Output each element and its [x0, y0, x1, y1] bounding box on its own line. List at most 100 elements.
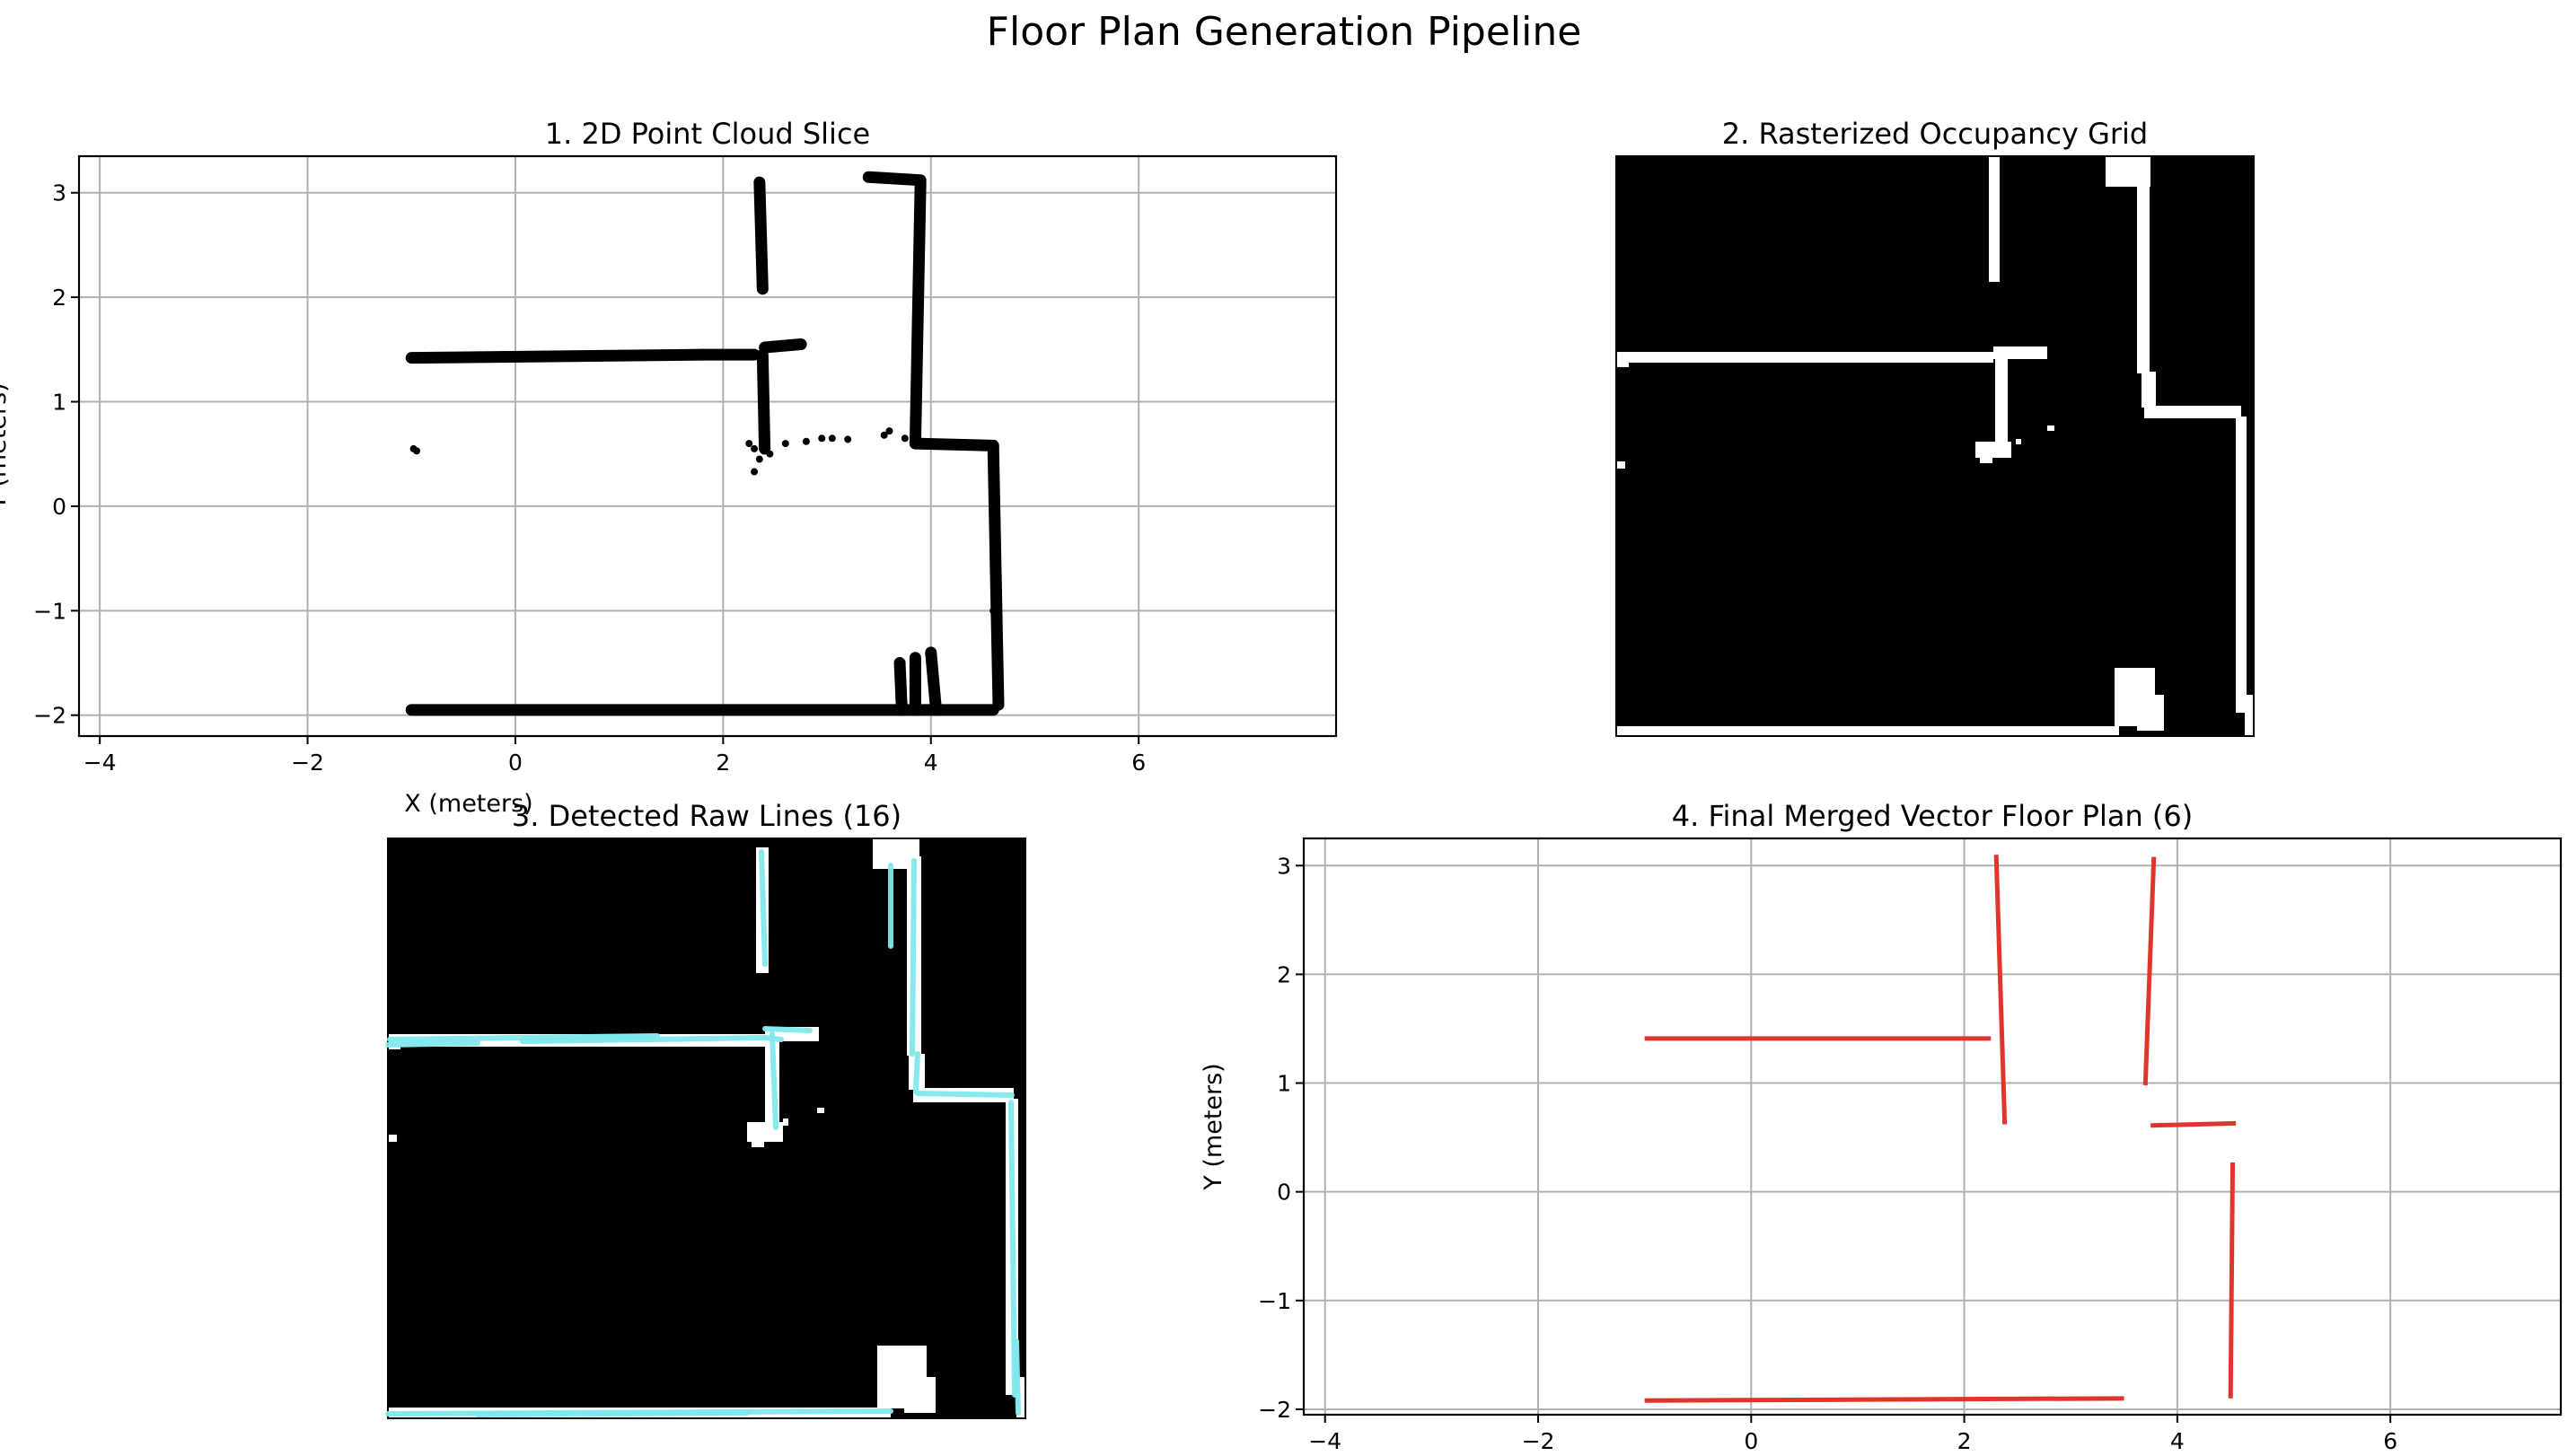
p3-frame [387, 838, 1026, 1419]
p4-xtick-label: 2 [1957, 1428, 1972, 1454]
p1-xtick-label: 6 [1131, 750, 1146, 776]
p3-raw-line [520, 1035, 768, 1044]
p3-raw-line [915, 1091, 1015, 1098]
p2-occupied-cells [2137, 695, 2164, 731]
p2-occupied-cells [2236, 417, 2247, 713]
p1-point [818, 434, 826, 443]
p1-plot-frame [77, 154, 1338, 738]
p1-grid [79, 156, 1336, 736]
p1-wall-points [405, 348, 708, 364]
p1-ytick-label: 0 [52, 494, 66, 520]
p4-wall-segment [2142, 856, 2157, 1086]
p1-wall-points [862, 171, 927, 187]
p4-plot-frame [1302, 837, 2563, 1417]
p1-point [802, 437, 810, 445]
p1-point [781, 440, 789, 448]
p4-wall-segment [1644, 1396, 2124, 1403]
p2-occupied-cells [1616, 461, 1625, 469]
panel-raw-lines: 3. Detected Raw Lines (16) [385, 799, 1026, 1419]
p3-occupied-cells [752, 1138, 764, 1147]
panel-point-cloud: 1. 2D Point Cloud Slice −4 −2 0 2 4 6 −2 −1 0 1 2 3… [0, 117, 1338, 818]
p1-title: 1. 2D Point Cloud Slice [545, 117, 870, 151]
p4-ticks: −4 −2 0 2 4 6 −2 −1 0 1 2 3 [1258, 853, 2397, 1454]
p3-raw-line [385, 1040, 480, 1048]
p4-title: 4. Final Merged Vector Floor Plan (6) [1672, 799, 2194, 833]
p1-point [413, 447, 421, 455]
p1-wall-points [756, 348, 771, 455]
panel-vector-floor-plan: 4. Final Merged Vector Floor Plan (6) −4… [1200, 799, 2563, 1454]
p1-ylabel: Y (meters) [0, 382, 12, 510]
p1-point [994, 627, 1002, 636]
p3-occupied-cells [388, 1135, 397, 1142]
p2-occupied-cells [1975, 442, 2011, 458]
p2-occupied-cells [1980, 454, 1992, 463]
p4-ytick-label: −1 [1258, 1288, 1291, 1314]
p1-ytick-label: −2 [33, 703, 66, 729]
p4-grid [1304, 838, 2561, 1415]
p2-occupied-cells [2245, 695, 2254, 736]
p2-occupied-cells [1989, 156, 2000, 282]
p4-ytick-label: 2 [1277, 961, 1291, 987]
p1-xlabel: X (meters) [404, 790, 532, 818]
p1-ytick-label: 1 [52, 390, 66, 416]
figure-title: Floor Plan Generation Pipeline [986, 9, 1582, 55]
p1-wall-points [893, 657, 908, 716]
p3-raw-line [1014, 1338, 1021, 1416]
p1-wall-points [759, 338, 807, 354]
p2-occupied-cells [2047, 425, 2054, 431]
p2-background [1616, 156, 2254, 736]
p1-xtick-label: 4 [924, 750, 938, 776]
p4-xtick-label: −2 [1522, 1428, 1555, 1454]
p1-wall-points [909, 176, 927, 450]
p3-raw-line [759, 849, 768, 967]
p3-occupied-cells [817, 1108, 824, 1113]
p2-grid-image [1615, 155, 2255, 737]
p2-occupied-cells [1616, 726, 2119, 735]
p2-occupied-cells [2016, 439, 2021, 444]
p3-occupied-cells [1016, 1377, 1025, 1418]
p1-ticks: −4 −2 0 2 4 6 −2 −1 0 1 2 3 [33, 180, 1146, 776]
p4-wall-segment [2228, 1162, 2236, 1399]
panel-occupancy-grid: 2. Rasterized Occupancy Grid [1615, 117, 2255, 737]
p4-xtick-label: 6 [2383, 1428, 2397, 1454]
p1-point [885, 427, 893, 435]
p3-title: 3. Detected Raw Lines (16) [512, 799, 901, 833]
p1-wall-points [753, 176, 769, 295]
p1-wall-points [925, 646, 943, 716]
p1-xtick-label: −4 [84, 750, 117, 776]
p2-title: 2. Rasterized Occupancy Grid [1722, 117, 2148, 151]
p1-ytick-label: 2 [52, 285, 66, 311]
p4-wall-segment [1993, 855, 2008, 1125]
p1-ytick-label: 3 [52, 180, 66, 206]
p1-point [844, 435, 852, 443]
p4-xtick-label: 0 [1744, 1428, 1758, 1454]
p1-wall-points [987, 439, 1005, 711]
p1-xtick-label: −2 [291, 750, 324, 776]
p2-occupied-cells [1616, 358, 1629, 367]
p1-xtick-label: 2 [716, 750, 730, 776]
p4-wall-segment [2150, 1120, 2237, 1128]
p1-point [828, 434, 836, 443]
p4-ytick-label: −2 [1258, 1397, 1291, 1423]
p1-points [405, 171, 1005, 716]
p4-ytick-label: 0 [1277, 1180, 1291, 1206]
p4-xtick-label: −4 [1308, 1428, 1341, 1454]
p2-occupied-cells [1616, 352, 1993, 363]
p2-occupied-cells [2141, 372, 2156, 408]
p1-point [766, 450, 774, 458]
p3-background [388, 838, 1025, 1418]
p1-point [751, 468, 759, 476]
p3-grid-image [387, 838, 1026, 1419]
p3-raw-line [770, 1031, 778, 1130]
p1-ytick-label: −1 [33, 598, 66, 624]
p1-point [745, 440, 753, 448]
p4-segments [1644, 855, 2237, 1403]
p2-occupied-cells [1995, 346, 2008, 445]
p3-occupied-cells [904, 1377, 936, 1413]
p2-occupied-cells [2144, 406, 2241, 418]
p3-raw-line [475, 1410, 750, 1417]
p1-point [989, 607, 998, 615]
p3-raw-line [387, 1033, 660, 1042]
p1-xtick-label: 0 [508, 750, 523, 776]
p1-point [751, 444, 759, 452]
